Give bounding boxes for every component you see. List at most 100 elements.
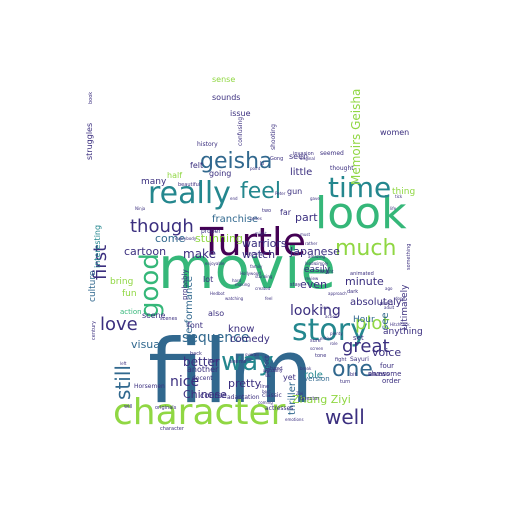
word-plenty: plenty: [330, 331, 343, 336]
word-come: come: [155, 232, 185, 245]
word-coming: coming: [258, 400, 273, 405]
word-entire: entire: [320, 336, 332, 341]
word-font: font: [187, 321, 203, 330]
word-japanese: Japanese: [289, 245, 340, 258]
word-invasion: invasion: [293, 151, 314, 157]
word-thing: thing: [392, 187, 415, 197]
word-hollywood: Hollywood: [240, 271, 261, 276]
word-course: course: [200, 391, 227, 400]
word-life: life: [390, 206, 397, 211]
word-ninja: Ninja: [135, 206, 146, 211]
word-geisha: geisha: [200, 149, 273, 174]
word-ziyi: Ziyi: [296, 391, 303, 396]
word-enjoyable: enjoyable: [205, 261, 225, 266]
word-line: line: [260, 384, 269, 390]
word-performance: performance: [184, 276, 195, 340]
word-hand: hand: [270, 366, 283, 372]
word-going: going: [209, 169, 231, 178]
word-chinese: Chinese: [183, 388, 227, 401]
word-turn: turn: [340, 379, 350, 385]
word-beautiful: beautiful: [178, 182, 200, 188]
word-tone: tone: [315, 353, 326, 359]
word-franchise: franchise: [212, 214, 258, 225]
word-one: one: [332, 357, 373, 382]
word-even: even: [300, 278, 327, 291]
word-century: century: [91, 321, 97, 340]
word-another: another: [187, 365, 219, 374]
word-better: better: [183, 355, 220, 369]
word-adaptation: adaptation: [227, 394, 260, 401]
word-view: view: [320, 305, 330, 310]
word-two: two: [262, 208, 271, 214]
word-point: point: [250, 166, 261, 171]
word-left: left: [120, 361, 127, 366]
word-action: action: [120, 308, 142, 316]
word-also: also: [208, 309, 224, 318]
word-actually: actually: [263, 368, 283, 374]
word-visual: visual: [131, 338, 163, 351]
word-watch: watch: [242, 248, 275, 261]
word-struggles: struggles: [85, 123, 94, 160]
word-stunning: stunning: [195, 232, 243, 245]
word-watching: watching: [225, 296, 244, 301]
word-confusing: confusing: [237, 117, 244, 146]
word-leads: leads: [305, 261, 316, 266]
word-sure: sure: [310, 338, 321, 344]
word-know: know: [228, 324, 254, 335]
word-role: role: [330, 341, 338, 346]
word-well: well: [325, 405, 365, 429]
word-rather: rather: [305, 241, 318, 246]
word-awesome: awesome: [368, 370, 401, 378]
word-much: much: [335, 236, 396, 261]
word-voice: voice: [372, 346, 401, 359]
word-set: set: [353, 334, 364, 342]
word-interesting: interesting: [93, 225, 102, 268]
word-character: character: [160, 426, 185, 432]
word-way: way: [221, 347, 274, 377]
word-simply: simply: [315, 261, 329, 266]
word-felt: felt: [190, 161, 203, 170]
word-series: series: [250, 216, 262, 221]
word-perfect: perfect: [264, 355, 271, 377]
word-zhang-ziyi: Zhang Ziyi: [292, 393, 351, 406]
word-absolutely: absolutely: [350, 297, 402, 308]
word-making: making: [235, 282, 250, 287]
word-movie: movie: [158, 234, 336, 302]
word-probably: probably: [181, 269, 189, 300]
word-hitchcock: Hitchcock: [390, 322, 410, 327]
word-plot: plot: [355, 313, 390, 334]
word-scene: scene: [142, 311, 166, 320]
word-peter: Peter: [275, 191, 286, 196]
word-created: created: [255, 286, 271, 291]
word-decent: decent: [192, 375, 213, 382]
word-order: order: [382, 377, 401, 385]
word-action: action: [325, 314, 338, 319]
word-though: though: [130, 216, 194, 237]
word-warriors: warriors: [242, 237, 287, 250]
word-stunning: stunning: [255, 274, 273, 279]
word-look: look: [315, 188, 407, 239]
word-plays: plays: [380, 301, 394, 307]
word-shooting: shooting: [270, 124, 277, 150]
word-true: true: [208, 358, 218, 364]
word-done: done: [395, 296, 406, 301]
word-originals: originals: [155, 405, 177, 411]
word-hour: Hour: [353, 315, 375, 325]
word-lot: lot: [203, 275, 213, 284]
word-bring: bring: [110, 277, 133, 287]
word-women: women: [380, 128, 409, 137]
word-bit: bit: [350, 372, 357, 378]
word-proper: proper: [201, 228, 221, 235]
word-fun: fun: [122, 289, 137, 299]
word-many: many: [141, 177, 167, 187]
word-seems: seems: [230, 359, 247, 365]
word-emotions: emotions: [285, 417, 304, 422]
word-ago: ago: [385, 286, 393, 291]
word-time: time: [328, 171, 391, 204]
word-animated: animated: [350, 271, 374, 277]
word-four: four: [380, 362, 394, 370]
word-amazing: amazing: [308, 254, 326, 259]
word-story: story: [292, 313, 368, 348]
word-sounds: sounds: [212, 93, 240, 102]
